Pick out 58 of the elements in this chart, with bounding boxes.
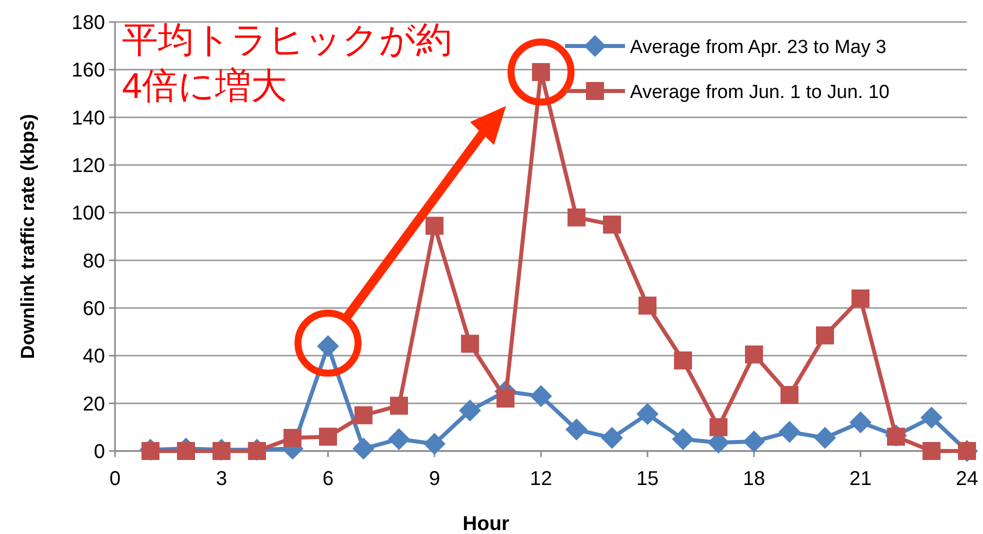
- point: [743, 430, 765, 452]
- y-tick-label: 120: [72, 155, 105, 177]
- y-axis-title: Downlink traffic rate (kbps): [18, 114, 39, 359]
- y-tick-label: 160: [72, 60, 105, 82]
- point: [920, 406, 942, 429]
- point: [672, 428, 694, 450]
- point: [496, 390, 514, 408]
- point: [710, 418, 728, 436]
- point: [566, 418, 588, 441]
- x-tick-label: 6: [322, 468, 334, 490]
- point: [780, 386, 798, 404]
- point: [530, 385, 552, 408]
- x-tick-label: 21: [849, 468, 872, 490]
- y-tick-label: 0: [94, 441, 105, 463]
- x-tick-label: 18: [742, 468, 766, 490]
- legend-label: Average from Apr. 23 to May 3: [630, 37, 886, 58]
- point: [922, 442, 940, 460]
- point: [674, 351, 692, 370]
- y-tick-label: 100: [72, 202, 105, 225]
- x-tick-label: 9: [428, 468, 440, 490]
- point: [354, 406, 372, 424]
- point: [390, 396, 408, 415]
- point: [426, 216, 444, 235]
- y-tick-label: 20: [82, 393, 105, 416]
- point: [177, 442, 195, 460]
- point: [603, 216, 621, 234]
- point: [461, 334, 479, 353]
- point: [745, 345, 763, 364]
- y-tick-label: 180: [72, 12, 105, 34]
- point: [568, 208, 586, 226]
- point: [388, 428, 410, 450]
- annotation: 平均トラヒックが約 4倍に増大: [122, 19, 452, 106]
- x-tick-label: 0: [109, 468, 121, 490]
- point: [636, 403, 658, 426]
- point: [816, 326, 834, 344]
- y-tick-label: 140: [72, 107, 105, 130]
- point: [212, 442, 230, 460]
- point: [850, 411, 872, 434]
- y-tick-label: 80: [82, 250, 105, 272]
- point: [852, 289, 870, 308]
- point: [778, 420, 800, 443]
- y-tick-label: 40: [82, 346, 105, 368]
- x-tick-label: 3: [216, 468, 228, 490]
- point: [319, 428, 337, 446]
- point: [638, 296, 656, 315]
- y-tick-label: 60: [82, 298, 105, 320]
- x-tick-label: 12: [530, 468, 552, 490]
- x-tick-label: 24: [956, 468, 978, 490]
- legend-label: Average from Jun. 1 to Jun. 10: [630, 82, 890, 103]
- x-axis-title: Hour: [462, 513, 510, 534]
- point: [352, 438, 374, 460]
- point: [459, 399, 481, 422]
- x-tick-label: 15: [636, 468, 659, 490]
- point: [284, 428, 302, 447]
- point: [814, 426, 836, 449]
- point: [601, 426, 623, 449]
- point: [424, 432, 446, 455]
- point: [142, 442, 160, 460]
